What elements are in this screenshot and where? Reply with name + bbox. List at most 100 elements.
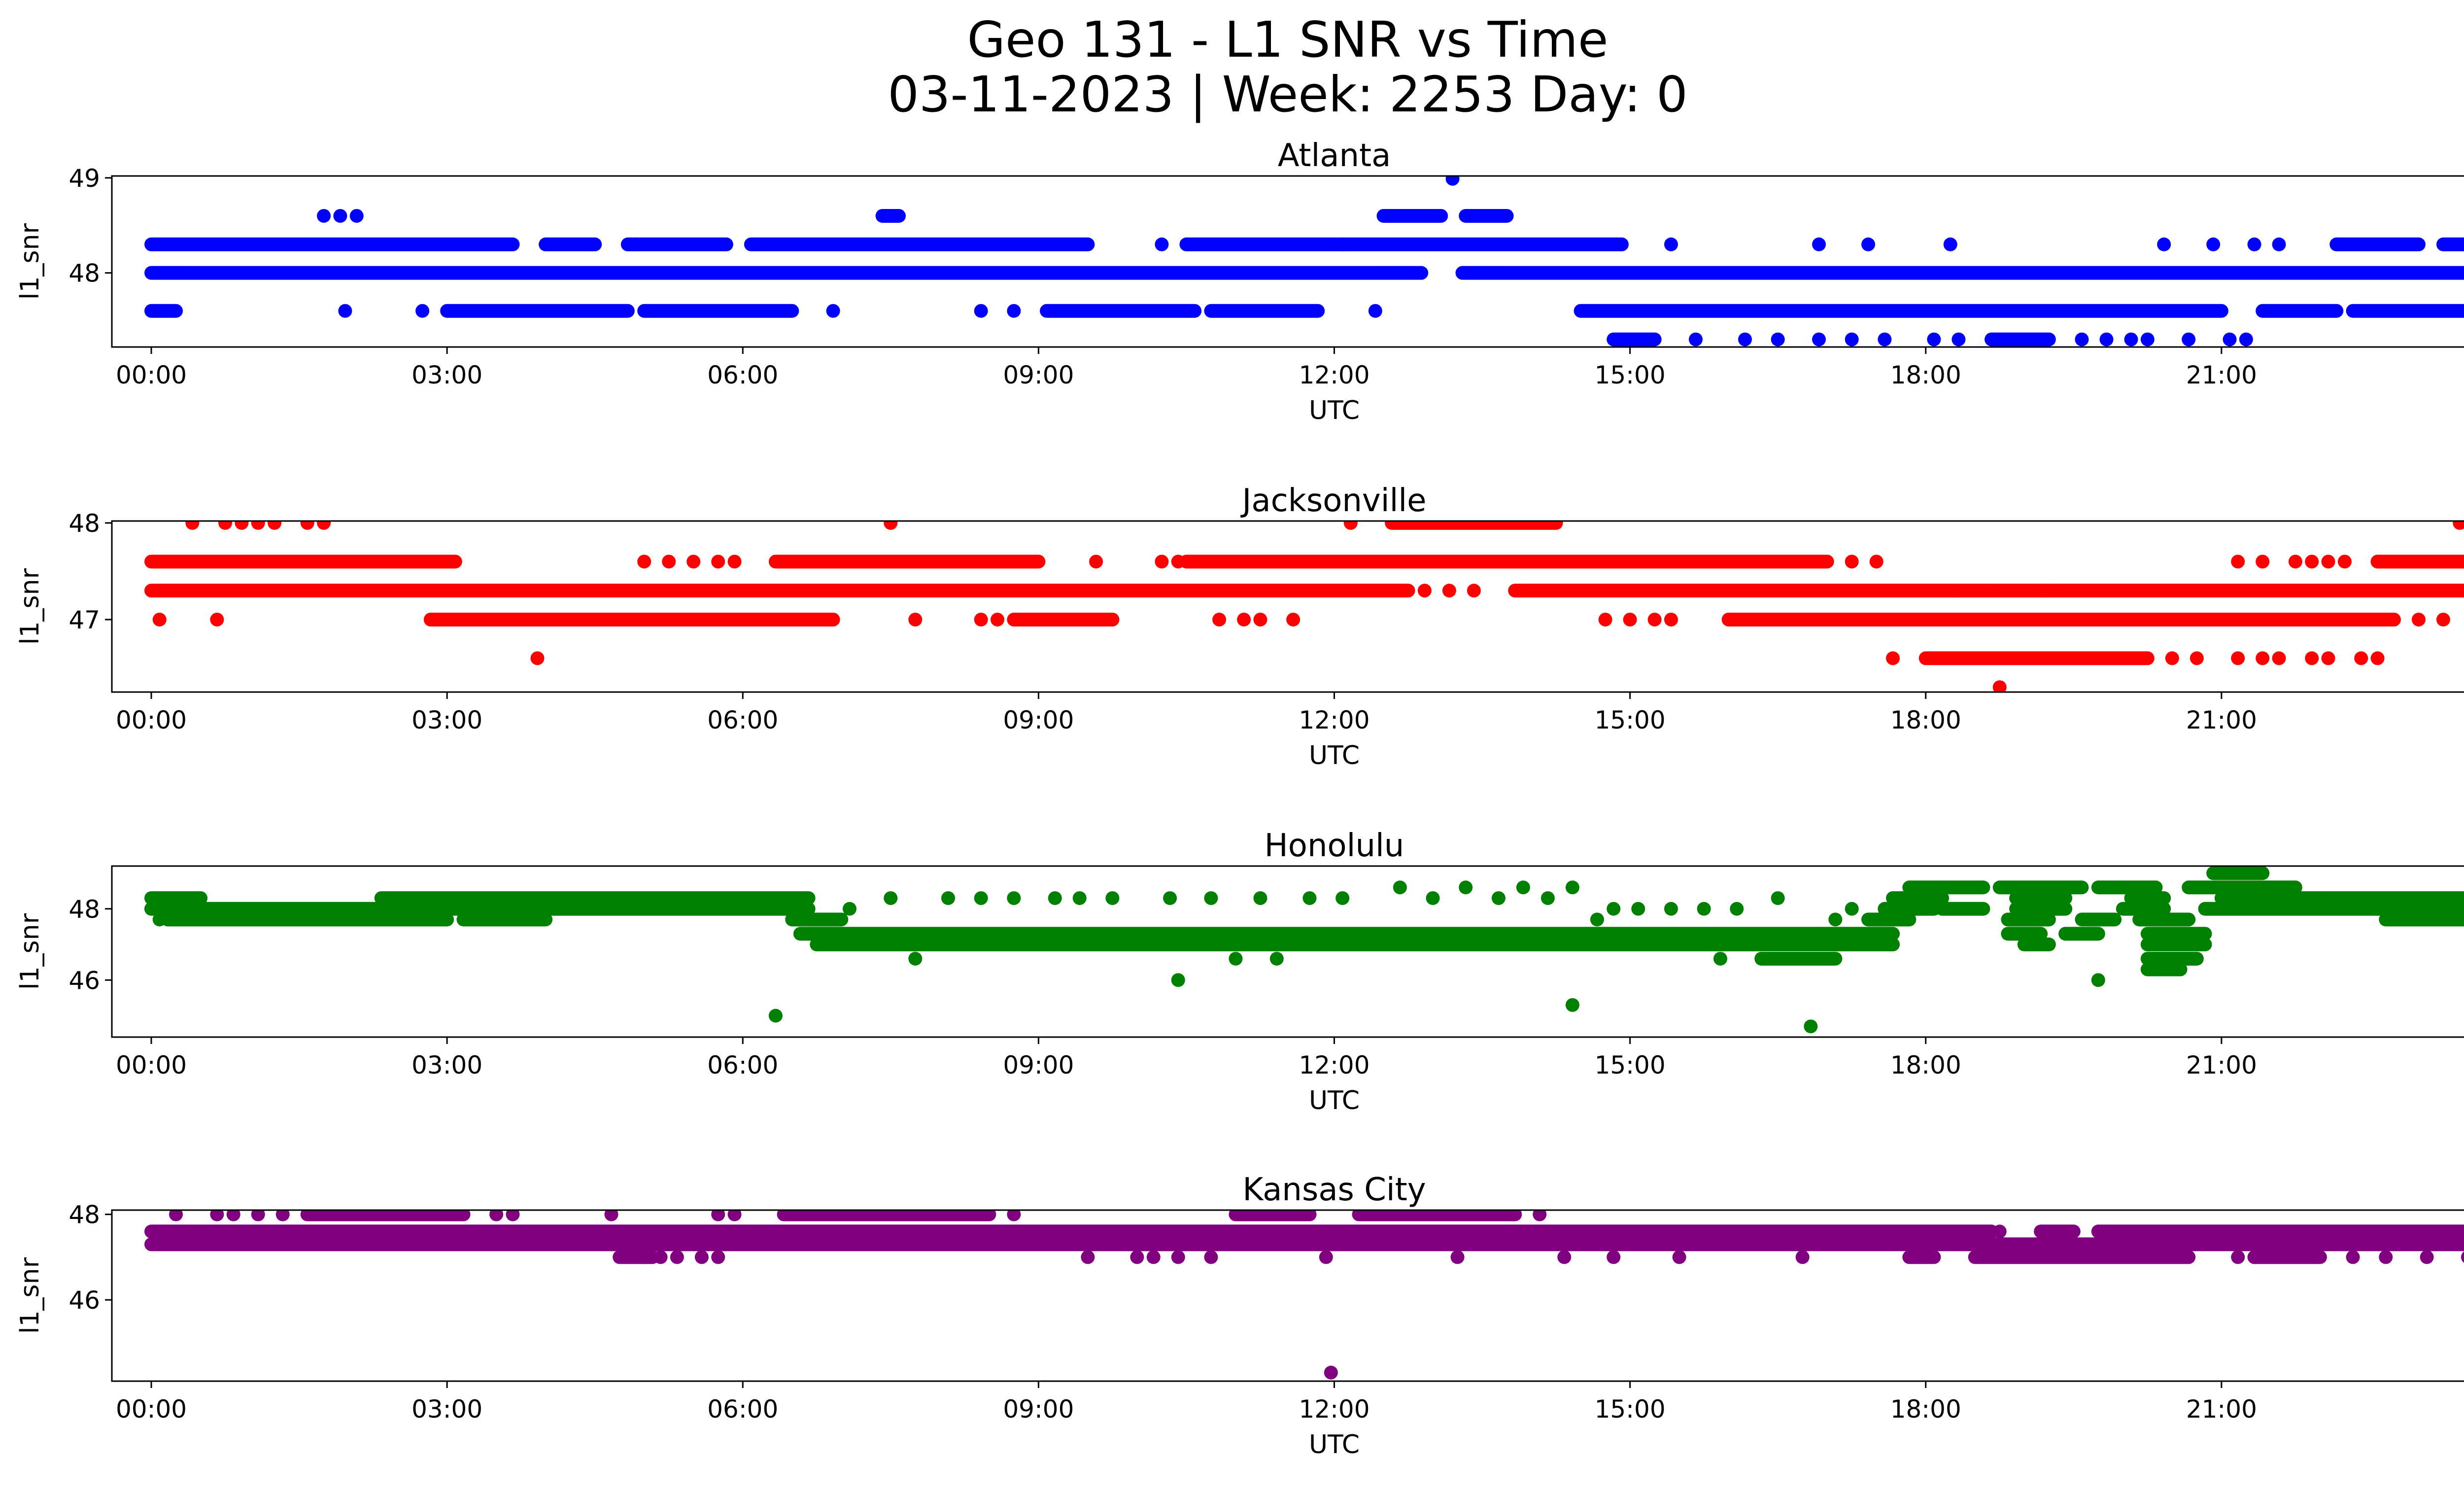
data-point bbox=[506, 1210, 520, 1221]
data-point bbox=[1738, 332, 1752, 347]
y-tick-label: 46 bbox=[68, 1286, 100, 1315]
x-tick-label: 03:00 bbox=[411, 1395, 482, 1424]
x-tick-label: 03:00 bbox=[411, 706, 482, 734]
data-point bbox=[1878, 332, 1892, 347]
data-point bbox=[670, 1250, 684, 1264]
data-point bbox=[1089, 555, 1103, 569]
data-point bbox=[1072, 612, 1087, 626]
x-tick-label: 21:00 bbox=[2186, 1395, 2257, 1424]
data-point bbox=[1664, 902, 1678, 916]
data-point bbox=[1607, 902, 1621, 916]
data-point bbox=[1269, 951, 1284, 966]
data-point bbox=[1672, 1250, 1686, 1264]
data-point bbox=[1319, 1250, 1333, 1264]
data-point bbox=[1007, 304, 1021, 318]
x-tick-label: 12:00 bbox=[1299, 361, 1369, 389]
data-point bbox=[1163, 891, 1177, 905]
data-point bbox=[2165, 651, 2179, 665]
data-point bbox=[2223, 332, 2237, 347]
data-point bbox=[1565, 880, 1579, 895]
data-point bbox=[1713, 951, 1727, 966]
subplot-3: Kansas City 00:00 03:00 06:00 09:00 12:00 15:0… bbox=[15, 1172, 2464, 1460]
data-point bbox=[1804, 1019, 1818, 1034]
x-axis-label: UTC bbox=[1309, 396, 1360, 425]
data-point bbox=[2370, 555, 2385, 569]
x-tick-label: 00:00 bbox=[116, 706, 187, 734]
data-point bbox=[1861, 237, 1876, 251]
data-point bbox=[711, 555, 725, 569]
data-point bbox=[251, 1210, 265, 1221]
data-point bbox=[727, 555, 742, 569]
figure-subtitle: 03-11-2023 | Week: 2253 Day: 0 bbox=[888, 66, 1688, 123]
data-point bbox=[1623, 612, 1637, 626]
x-tick-label: 09:00 bbox=[1003, 1051, 1074, 1079]
data-point bbox=[1286, 612, 1300, 626]
data-point bbox=[1335, 891, 1350, 905]
data-point bbox=[974, 891, 988, 905]
data-point bbox=[2075, 332, 2089, 347]
data-point bbox=[1130, 1250, 1144, 1264]
data-point bbox=[2305, 651, 2319, 665]
data-point bbox=[1048, 891, 1062, 905]
x-tick-label: 00:00 bbox=[116, 361, 187, 389]
data-point bbox=[1886, 651, 1900, 665]
data-point bbox=[1417, 584, 1432, 598]
data-point bbox=[711, 1250, 725, 1264]
x-tick-label: 21:00 bbox=[2186, 361, 2257, 389]
x-tick-label: 12:00 bbox=[1299, 1395, 1369, 1424]
data-point bbox=[2099, 332, 2114, 347]
data-point bbox=[1771, 332, 1785, 347]
data-point bbox=[884, 891, 898, 905]
y-tick-label: 48 bbox=[68, 509, 100, 538]
subplot-2: Honolulu 00:00 03:00 06:00 09:00 12:00 15:00 18… bbox=[15, 828, 2464, 1115]
data-point bbox=[991, 612, 1005, 626]
data-point bbox=[226, 1210, 240, 1221]
figure-title: Geo 131 - L1 SNR vs Time bbox=[967, 11, 1608, 69]
data-points bbox=[144, 521, 2464, 692]
x-tick-label: 12:00 bbox=[1299, 1051, 1369, 1079]
data-point bbox=[349, 209, 364, 223]
data-point bbox=[1697, 902, 1711, 916]
subplot-0: Atlanta 00:00 03:00 06:00 09:00 12:00 15:00 18:… bbox=[15, 138, 2464, 425]
subplot-title: Jacksonville bbox=[1240, 483, 1427, 519]
data-point bbox=[2231, 555, 2245, 569]
x-tick-label: 21:00 bbox=[2186, 706, 2257, 734]
data-point bbox=[1927, 332, 1941, 347]
data-point bbox=[275, 1210, 290, 1221]
data-point bbox=[1459, 880, 1473, 895]
data-point bbox=[1607, 1250, 1621, 1264]
data-point bbox=[1171, 973, 1185, 987]
data-point bbox=[1324, 1365, 1338, 1380]
x-tick-label: 06:00 bbox=[707, 1395, 778, 1424]
data-point bbox=[2247, 237, 2261, 251]
data-point bbox=[1992, 680, 2007, 692]
data-point bbox=[2256, 555, 2270, 569]
data-point bbox=[974, 612, 988, 626]
x-tick-label: 12:00 bbox=[1299, 706, 1369, 734]
data-point bbox=[2379, 1250, 2393, 1264]
data-point bbox=[974, 304, 988, 318]
data-point bbox=[2436, 612, 2450, 626]
data-point bbox=[1845, 332, 1859, 347]
data-point bbox=[1590, 912, 1604, 927]
data-point bbox=[1730, 902, 1744, 916]
y-tick-label: 49 bbox=[68, 164, 100, 193]
data-point bbox=[1943, 237, 1957, 251]
data-point bbox=[1754, 951, 1769, 966]
data-point bbox=[1533, 1210, 1547, 1221]
data-point bbox=[2206, 237, 2221, 251]
data-point bbox=[2231, 651, 2245, 665]
data-point bbox=[1688, 332, 1703, 347]
data-point bbox=[1171, 555, 1185, 569]
x-tick-label: 06:00 bbox=[707, 706, 778, 734]
data-point bbox=[2346, 1250, 2360, 1264]
data-point bbox=[1985, 584, 1999, 598]
data-point bbox=[1795, 1250, 1810, 1264]
data-point bbox=[2321, 651, 2335, 665]
data-point bbox=[2272, 651, 2286, 665]
data-point bbox=[2124, 332, 2138, 347]
data-point bbox=[686, 555, 701, 569]
data-point bbox=[1302, 891, 1317, 905]
data-point bbox=[694, 1250, 709, 1264]
data-point bbox=[1845, 555, 1859, 569]
